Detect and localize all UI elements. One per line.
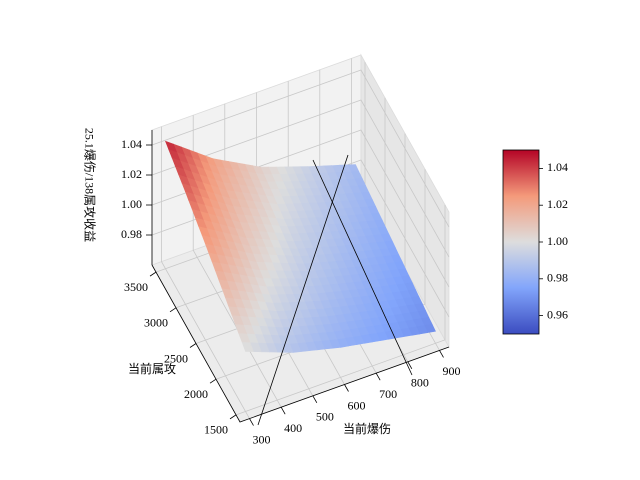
y-axis-label: 当前属攻 xyxy=(128,361,176,376)
y-tick-label: 3000 xyxy=(144,316,168,330)
x-tick xyxy=(344,384,349,392)
x-tick-label: 600 xyxy=(348,398,366,412)
z-tick-label: 1.04 xyxy=(121,137,142,151)
x-tick-label: 900 xyxy=(443,364,461,378)
x-tick xyxy=(439,350,444,358)
colorbar: 0.96 0.98 1.00 1.02 1.04 xyxy=(502,149,568,335)
colorbar-tick-label: 1.02 xyxy=(547,197,568,211)
x-tick-label: 400 xyxy=(284,421,302,435)
y-tick-label: 3500 xyxy=(124,280,148,294)
y-tick xyxy=(169,307,177,313)
y-tick xyxy=(209,378,217,384)
colorbar-scale xyxy=(502,149,540,335)
axis-line xyxy=(151,264,450,423)
colorbar-tick-label: 1.04 xyxy=(547,160,568,174)
z-tick-label: 0.98 xyxy=(121,227,142,241)
y-tick-label: 2000 xyxy=(184,387,208,401)
x-tick xyxy=(249,418,254,426)
surface-patch xyxy=(241,342,254,352)
grid-line xyxy=(151,99,450,258)
y-tick-label: 2500 xyxy=(164,351,188,365)
y-tick xyxy=(149,271,157,277)
line xyxy=(312,159,413,376)
x-tick xyxy=(407,361,413,369)
z-tick-label: 1.02 xyxy=(121,167,142,181)
colorbar-tick-label: 0.96 xyxy=(547,307,568,321)
surface xyxy=(164,140,436,353)
z-axis-label: 25.1爆伤/138属攻收益 xyxy=(82,128,96,242)
labels: 300 400 500 600 700 800 900 1500 2000 2500 3000 350… xyxy=(121,130,461,446)
y-tick xyxy=(229,414,237,420)
y-tick xyxy=(189,343,197,348)
x-tick xyxy=(375,372,381,381)
grid-line xyxy=(151,69,450,228)
x-tick-label: 800 xyxy=(411,376,429,390)
y-tick-label: 1500 xyxy=(204,423,228,437)
z-tick-label: 1.00 xyxy=(121,197,142,211)
x-tick xyxy=(312,395,318,404)
x-tick-label: 300 xyxy=(253,432,271,446)
colorbar-tick-label: 1.00 xyxy=(547,234,568,248)
x-tick-label: 700 xyxy=(379,387,397,401)
x-tick-label: 500 xyxy=(316,410,334,424)
line xyxy=(257,154,349,426)
colorbar-tick-label: 0.98 xyxy=(547,271,568,285)
x-axis-label: 当前爆伤 xyxy=(343,421,391,436)
x-tick xyxy=(280,407,286,415)
